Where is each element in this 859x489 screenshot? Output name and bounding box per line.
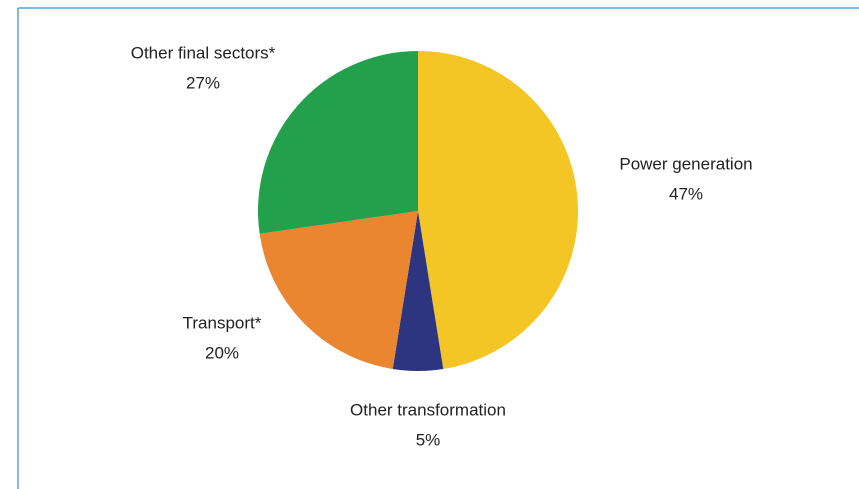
slice-value-label: 5% bbox=[416, 430, 441, 449]
slice-value-label: 47% bbox=[669, 184, 703, 203]
pie-slice bbox=[418, 51, 579, 369]
slice-value-label: 20% bbox=[205, 343, 239, 362]
slice-label: Transport* bbox=[183, 313, 262, 332]
slice-label: Other transformation bbox=[350, 400, 506, 419]
slice-value-label: 27% bbox=[186, 73, 220, 92]
slice-label: Other final sectors* bbox=[131, 43, 276, 62]
pie-slice bbox=[392, 211, 444, 371]
pie-slice bbox=[259, 211, 418, 369]
slice-label: Power generation bbox=[619, 154, 752, 173]
pie-slice bbox=[258, 51, 418, 234]
